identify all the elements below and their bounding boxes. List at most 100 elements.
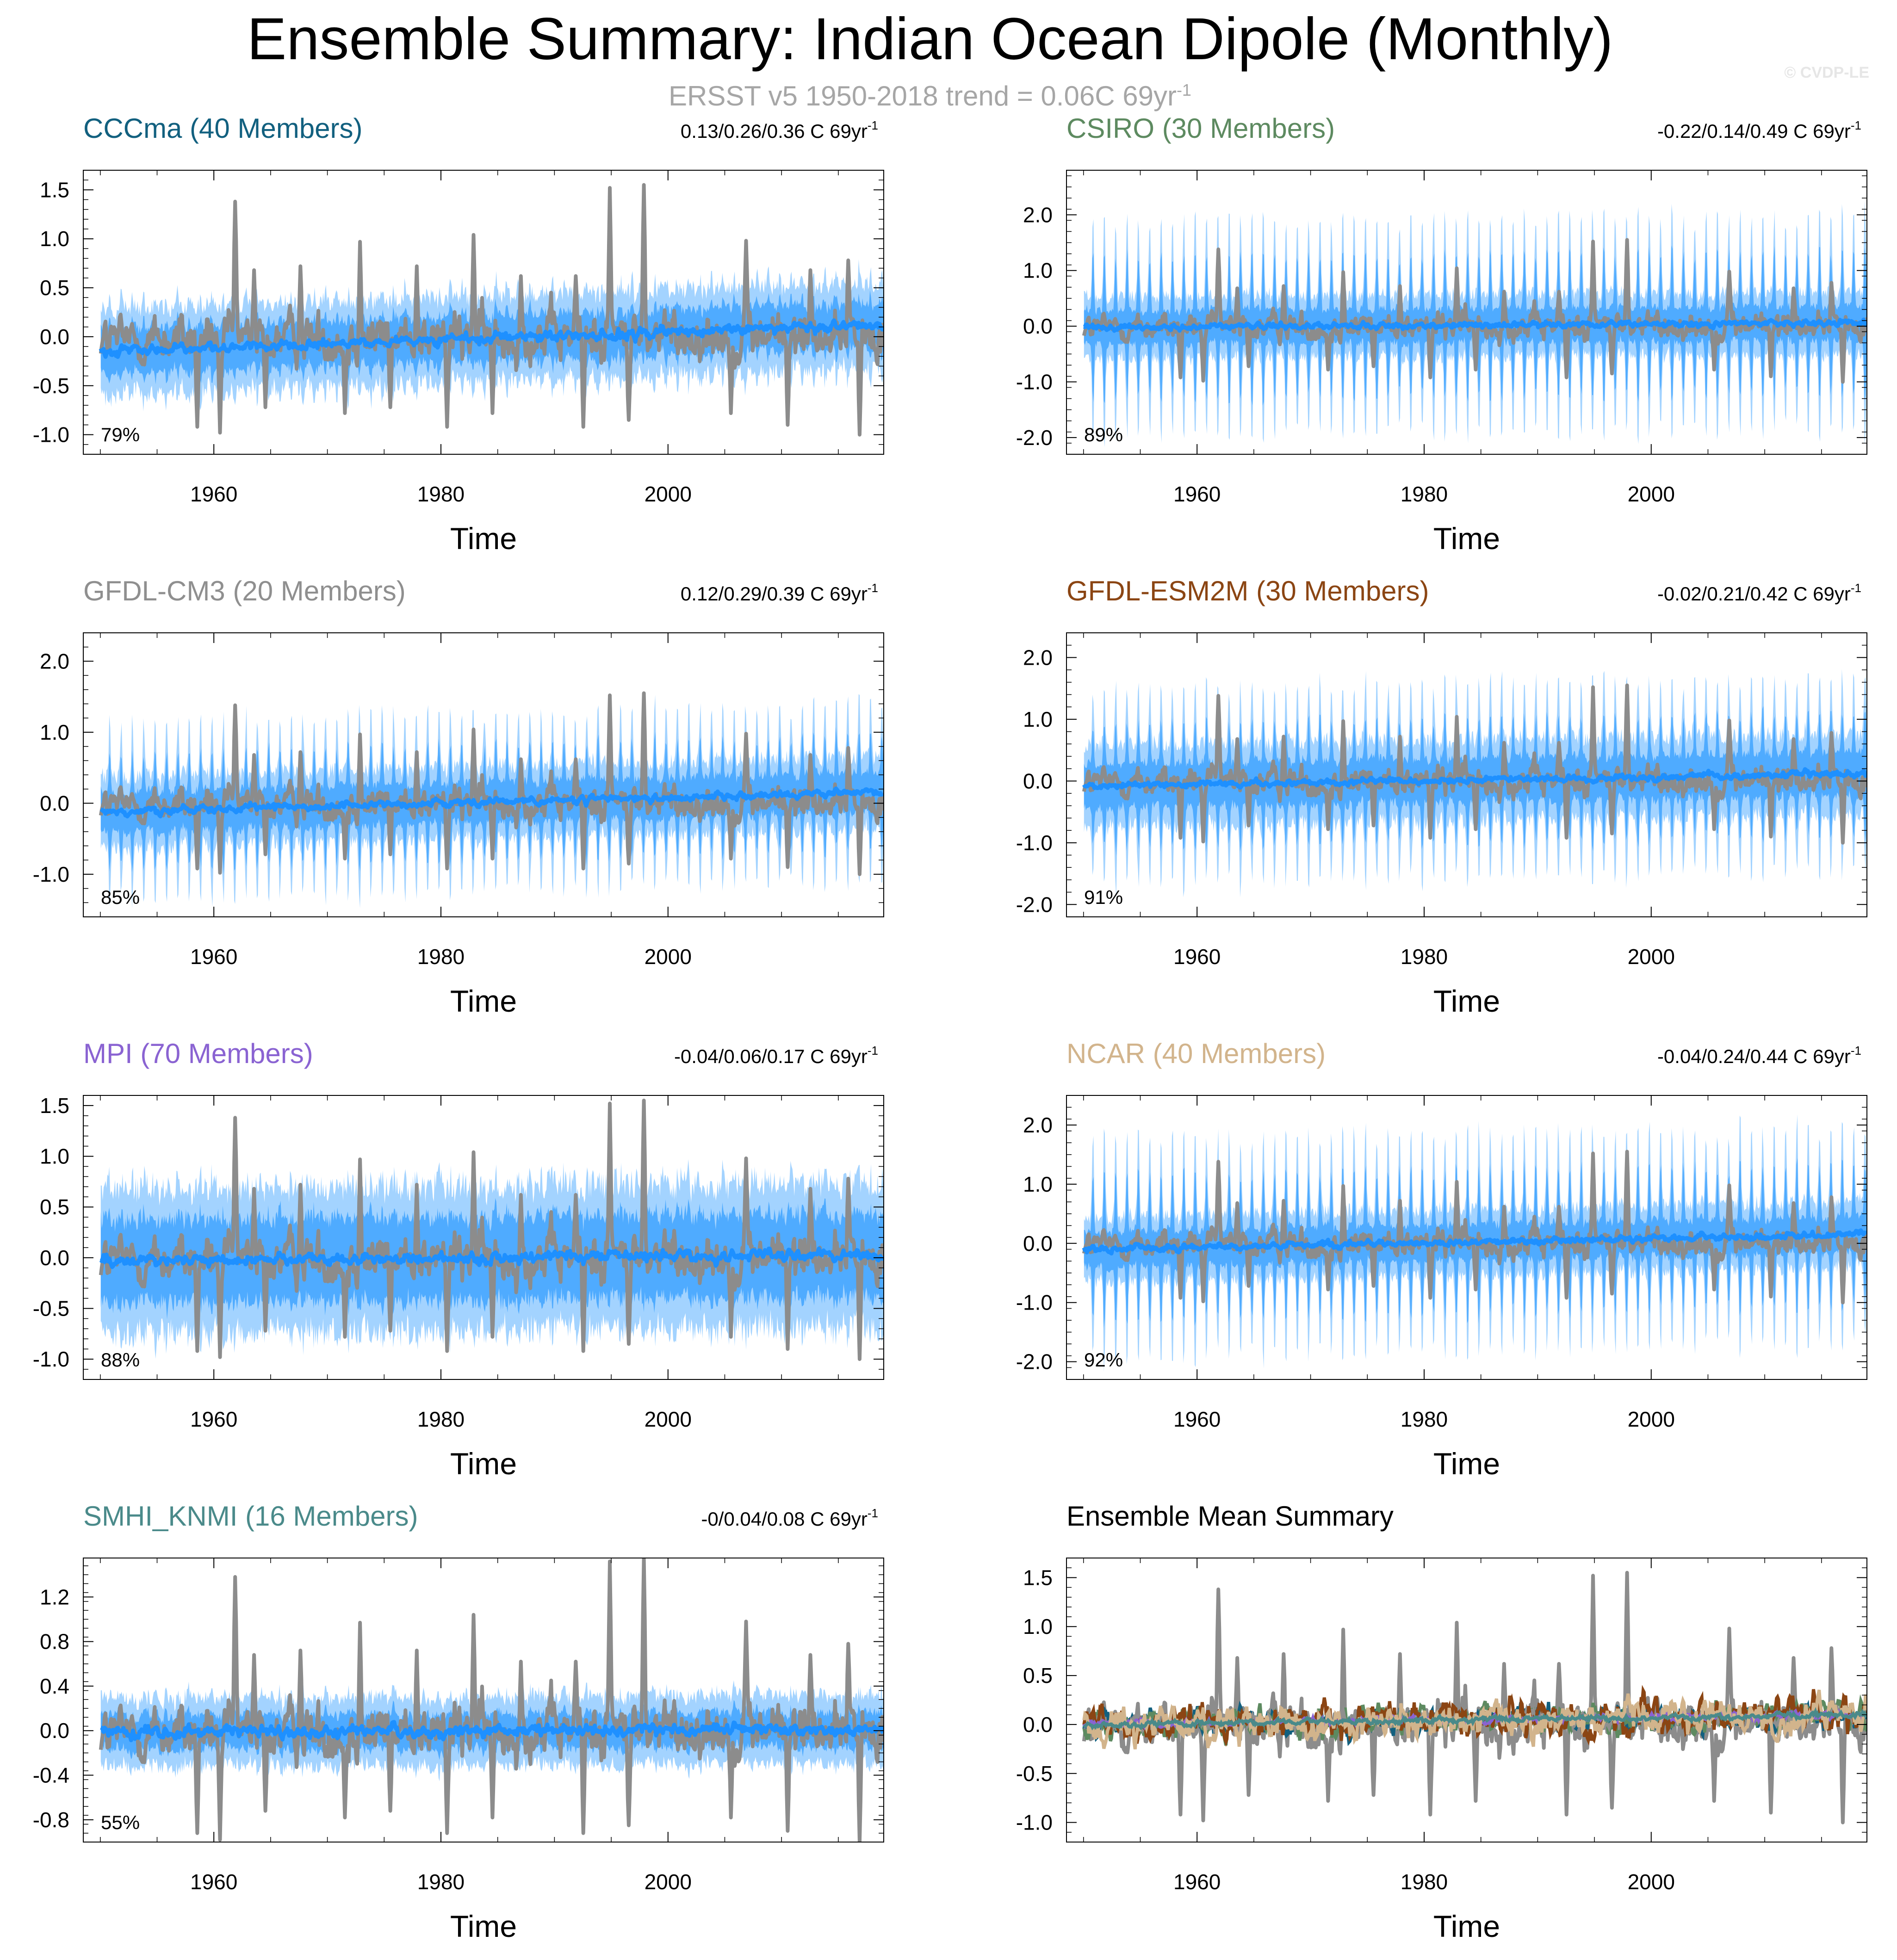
x-axis-label: Time [450,1447,517,1481]
panel-cccma: CCCma (40 Members) 0.13/0.26/0.36 C 69yr-… [33,113,884,556]
ensemble-mean-line [99,786,884,819]
plot-area [99,1558,884,1842]
x-tick-label: 1960 [1173,1407,1221,1431]
y-tick-label: 2.0 [1023,203,1053,227]
plot-area [1082,1114,1867,1372]
observed-series-line [99,1099,884,1361]
x-tick-label: 1980 [1401,1870,1448,1894]
ensemble-mean-line [99,1246,884,1269]
panel-title: SMHI_KNMI (16 Members) [83,1501,418,1532]
panel-title: GFDL-CM3 (20 Members) [83,575,406,606]
x-tick-label: 1980 [417,1870,465,1894]
panel-percent-label: 88% [101,1349,140,1371]
panel-trend: 0.13/0.26/0.36 C 69yr-1 [681,118,878,142]
y-tick-label: 0.0 [40,1719,69,1743]
panel-trend: -0.04/0.06/0.17 C 69yr-1 [674,1044,878,1067]
x-tick-label: 1960 [1173,482,1221,506]
x-tick-label: 1980 [417,945,465,969]
credit-watermark: © CVDP-LE [1784,64,1869,81]
x-axis-label: Time [1433,984,1500,1018]
observed-series-line [99,183,884,437]
y-tick-label: 1.0 [40,227,69,251]
x-tick-label: 2000 [1628,482,1675,506]
y-tick-label: 0.0 [1023,769,1053,793]
x-tick-label: 1980 [1401,1407,1448,1431]
y-tick-label: 0.0 [40,1246,69,1270]
panel-mpi: MPI (70 Members) -0.04/0.06/0.17 C 69yr-1… [33,1038,884,1481]
observed-series-line [1082,238,1867,384]
y-tick-label: -2.0 [1016,426,1053,450]
x-tick-label: 1960 [190,1870,237,1894]
plot-area [99,691,884,909]
panel-trend-superscript: -1 [1851,1044,1861,1057]
x-axis-label: Time [450,984,517,1018]
ensemble-mean-line [1082,1228,1867,1255]
y-tick-label: -0.5 [33,1297,69,1321]
y-tick-label: 1.2 [40,1585,69,1609]
y-tick-label: 0.0 [1023,314,1053,338]
y-tick-label: 1.0 [1023,1172,1053,1196]
y-tick-label: 1.5 [40,1094,69,1118]
panel-trend: -0.04/0.24/0.44 C 69yr-1 [1657,1044,1861,1067]
panel-percent-label: 79% [101,424,140,445]
x-tick-label: 2000 [645,482,692,506]
y-tick-label: 1.5 [40,178,69,202]
panel-trend-superscript: -1 [868,1506,878,1520]
observed-series-line [1082,1150,1867,1305]
panel-trend: -0.22/0.14/0.49 C 69yr-1 [1657,118,1861,142]
y-tick-label: 1.0 [1023,259,1053,283]
x-tick-label: 1980 [417,482,465,506]
y-tick-label: 1.0 [1023,1614,1053,1638]
x-tick-label: 1960 [1173,945,1221,969]
x-tick-label: 2000 [1628,1407,1675,1431]
y-tick-label: 1.0 [1023,707,1053,731]
y-tick-label: -1.0 [1016,831,1053,855]
y-tick-label: 0.5 [40,276,69,300]
y-tick-label: 1.5 [1023,1565,1053,1589]
y-tick-label: 0.5 [40,1195,69,1219]
ensemble-mean-line [99,1720,884,1743]
x-tick-label: 1980 [1401,482,1448,506]
panel-trend-superscript: -1 [868,581,878,595]
x-axis-label: Time [1433,521,1500,556]
ensemble-mean-line [1083,317,1867,333]
y-tick-label: -2.0 [1016,892,1053,916]
x-tick-label: 1980 [417,1407,465,1431]
panel-percent-label: 55% [101,1812,140,1833]
y-tick-label: -0.4 [33,1763,69,1787]
y-tick-label: 0.0 [40,791,69,815]
y-tick-label: -0.8 [33,1808,69,1832]
panel-percent-label: 92% [1084,1349,1123,1371]
y-tick-label: -1.0 [1016,370,1053,394]
plot-frame [83,170,884,455]
panel-trend: -0.02/0.21/0.42 C 69yr-1 [1657,581,1861,605]
panel-percent-label: 85% [101,886,140,908]
y-tick-label: 2.0 [1023,1113,1053,1137]
plot-area [99,183,884,437]
panel-trend-superscript: -1 [868,1044,878,1057]
ensemble-mean-line [99,318,884,359]
x-tick-label: 1960 [190,945,237,969]
panel-summary: Ensemble Mean Summary -1.0 -0.5 0.0 0.5 1.0 1.… [1016,1501,1867,1943]
model-mean-line-smhi_knmi [1083,1707,1867,1731]
y-tick-label: -1.0 [33,423,69,447]
x-axis-label: Time [1433,1909,1500,1943]
plot-area [1082,1570,1867,1824]
panel-smhi: SMHI_KNMI (16 Members) -0/0.04/0.08 C 69y… [33,1501,884,1943]
panel-gfdlesm2m: GFDL-ESM2M (30 Members) -0.02/0.21/0.42 C… [1016,575,1867,1018]
y-tick-label: -1.0 [33,862,69,886]
y-tick-label: 0.0 [1023,1231,1053,1255]
x-tick-label: 2000 [645,1870,692,1894]
panel-trend-superscript: -1 [1851,581,1861,595]
observed-series-line [1082,1570,1867,1824]
panel-percent-label: 91% [1084,886,1123,908]
y-tick-label: 0.8 [40,1630,69,1654]
subtitle-superscript: -1 [1176,80,1191,99]
panel-title: GFDL-ESM2M (30 Members) [1066,575,1429,606]
panel-csiro: CSIRO (30 Members) -0.22/0.14/0.49 C 69yr… [1016,113,1867,556]
panel-trend: -0/0.04/0.08 C 69yr-1 [701,1506,878,1530]
x-tick-label: 2000 [645,1407,692,1431]
subtitle: ERSST v5 1950-2018 trend = 0.06C 69yr-1 [0,72,1860,115]
x-axis-label: Time [1433,1447,1500,1481]
